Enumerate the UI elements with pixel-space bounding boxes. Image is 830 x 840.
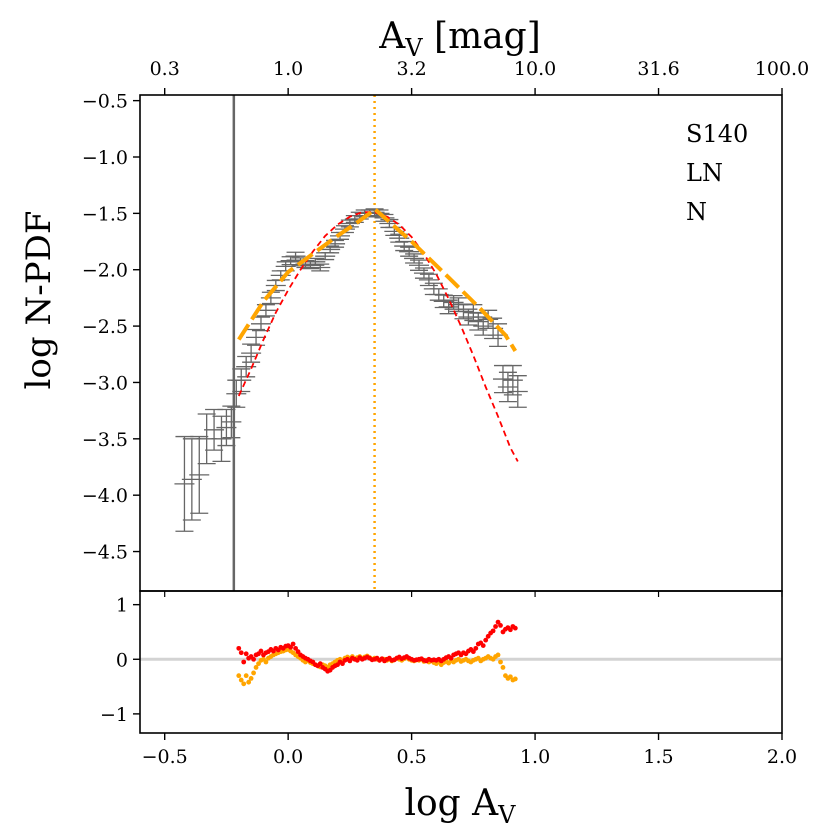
powerlaw-residual-point: [238, 677, 244, 683]
x-tick-label: −0.5: [142, 746, 188, 768]
powerlaw-residual-point: [500, 665, 506, 670]
lognormal-residual-point: [480, 643, 486, 649]
top-axis-label: AV [mag]: [378, 16, 541, 62]
lognormal-residual-point: [493, 624, 498, 629]
y-tick-label: −0.5: [82, 91, 128, 113]
powerlaw-residual-point: [263, 659, 269, 665]
y-tick-label: −4.5: [82, 542, 128, 564]
annotation-label: N: [686, 198, 707, 226]
annotation-label: S140: [686, 120, 748, 148]
main-plot-area: [174, 95, 528, 591]
axes-layer: −0.5 −1.0 −1.5 −2.0 −2.5 −3.0 −3.5 −4.0 −4.5 1 0 −1…: [82, 58, 809, 768]
powerlaw-residual-point: [512, 676, 518, 682]
lognormal-residual-point: [495, 619, 501, 625]
lognormal-residual-point: [483, 637, 489, 643]
lognormal-residual-point: [241, 659, 247, 665]
residual-y-tick-label: 0: [116, 649, 128, 671]
lognormal-residual-point: [507, 627, 513, 633]
lognormal-residual-point: [288, 644, 294, 650]
top-tick-label: 100.0: [755, 58, 809, 80]
powerlaw-residual-point: [243, 673, 249, 679]
residual-panel-frame: [139, 590, 783, 734]
powerlaw-residual-point: [498, 659, 503, 665]
top-tick-label: 3.2: [397, 58, 427, 80]
powerlaw-fit-line: [237, 206, 517, 352]
powerlaw-residual-point: [241, 681, 247, 687]
top-tick-label: 1.0: [273, 58, 303, 80]
lognormal-residual-point: [295, 649, 301, 655]
lognormal-fit-line: [237, 211, 519, 462]
lognormal-residual-point: [340, 661, 345, 667]
x-tick-label: 0.0: [273, 746, 303, 768]
lognormal-residual-point: [293, 645, 298, 651]
powerlaw-residual-point: [495, 652, 501, 658]
powerlaw-residual-point: [507, 674, 513, 680]
lognormal-residual-point: [448, 655, 454, 661]
y-tick-label: −2.5: [82, 316, 128, 338]
residual-y-tick-label: −1: [100, 704, 128, 726]
lognormal-residual-point: [238, 650, 244, 656]
lognormal-residual-point: [498, 623, 503, 628]
x-tick-label: 0.5: [397, 746, 427, 768]
y-tick-label: −2.0: [82, 260, 128, 282]
y-axis-label: log N-PDF: [19, 211, 59, 390]
y-tick-label: −3.5: [82, 429, 128, 451]
powerlaw-residual-point: [251, 670, 256, 676]
powerlaw-residual-point: [253, 665, 259, 670]
x-tick-label: 1.0: [520, 746, 550, 768]
residual-y-tick-label: 1: [116, 595, 128, 617]
main-panel: S140 LN N: [174, 95, 748, 591]
y-tick-label: −4.0: [82, 485, 128, 507]
lognormal-residual-point: [290, 641, 296, 647]
lognormal-residual-point: [473, 645, 479, 651]
lognormal-residual-point: [470, 649, 476, 655]
y-tick-label: −1.0: [82, 147, 128, 169]
top-tick-label: 0.3: [150, 58, 180, 80]
annotation-label: LN: [686, 159, 723, 187]
powerlaw-residual-point: [246, 679, 252, 685]
residual-panel: [140, 619, 782, 687]
lognormal-residual-point: [243, 651, 249, 657]
lognormal-residual-point: [485, 633, 491, 639]
top-tick-label: 31.6: [637, 58, 679, 80]
x-tick-label: 1.5: [643, 746, 673, 768]
residual-plot-area: [140, 619, 782, 687]
powerlaw-residual-point: [236, 673, 242, 679]
lognormal-residual-point: [317, 661, 323, 667]
top-tick-label: 10.0: [514, 58, 556, 80]
powerlaw-residual-point: [256, 661, 261, 667]
x-axis-label: log AV: [404, 783, 516, 829]
lognormal-residual-point: [258, 648, 264, 654]
lognormal-residual-point: [512, 625, 518, 631]
x-tick-label: 2.0: [767, 746, 797, 768]
y-tick-label: −1.5: [82, 203, 128, 225]
lognormal-residual-point: [490, 628, 496, 634]
y-tick-label: −3.0: [82, 372, 128, 394]
powerlaw-residual-point: [248, 675, 254, 681]
lognormal-residual-point: [236, 645, 242, 651]
lognormal-residual-point: [251, 656, 256, 662]
